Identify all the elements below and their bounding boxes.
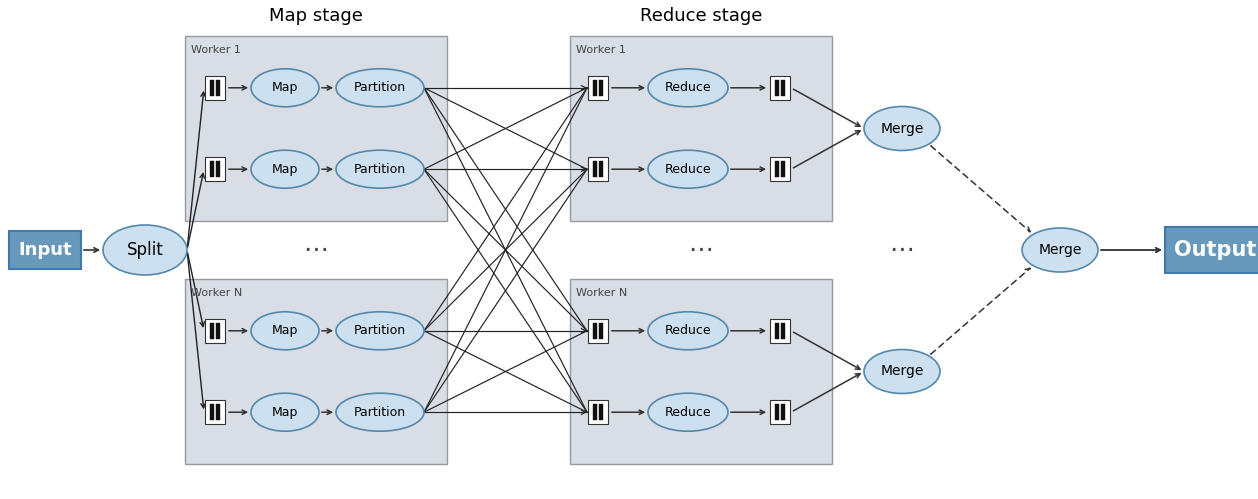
Text: Worker N: Worker N bbox=[576, 288, 628, 298]
Text: Reduce: Reduce bbox=[664, 163, 711, 176]
Ellipse shape bbox=[648, 393, 728, 431]
Ellipse shape bbox=[103, 225, 187, 275]
FancyBboxPatch shape bbox=[570, 279, 832, 464]
FancyBboxPatch shape bbox=[599, 161, 604, 177]
FancyBboxPatch shape bbox=[593, 323, 598, 339]
FancyBboxPatch shape bbox=[205, 157, 225, 181]
Text: Worker 1: Worker 1 bbox=[191, 45, 240, 55]
Text: ⋯: ⋯ bbox=[889, 238, 915, 262]
Ellipse shape bbox=[252, 150, 320, 188]
FancyBboxPatch shape bbox=[1165, 227, 1258, 273]
Text: Reduce: Reduce bbox=[664, 81, 711, 94]
FancyBboxPatch shape bbox=[775, 161, 779, 177]
FancyBboxPatch shape bbox=[216, 161, 220, 177]
Ellipse shape bbox=[336, 150, 424, 188]
FancyBboxPatch shape bbox=[770, 157, 790, 181]
FancyBboxPatch shape bbox=[205, 319, 225, 343]
FancyBboxPatch shape bbox=[570, 36, 832, 221]
FancyBboxPatch shape bbox=[770, 76, 790, 100]
FancyBboxPatch shape bbox=[216, 404, 220, 420]
FancyBboxPatch shape bbox=[587, 157, 608, 181]
FancyBboxPatch shape bbox=[593, 80, 598, 96]
Text: Map stage: Map stage bbox=[269, 7, 364, 25]
Text: ⋯: ⋯ bbox=[688, 238, 713, 262]
Ellipse shape bbox=[648, 150, 728, 188]
Text: Worker N: Worker N bbox=[191, 288, 243, 298]
FancyBboxPatch shape bbox=[781, 80, 785, 96]
FancyBboxPatch shape bbox=[587, 319, 608, 343]
FancyBboxPatch shape bbox=[205, 76, 225, 100]
FancyBboxPatch shape bbox=[205, 400, 225, 424]
Ellipse shape bbox=[336, 69, 424, 107]
Text: Split: Split bbox=[127, 241, 164, 259]
Text: Map: Map bbox=[272, 163, 298, 176]
Text: Merge: Merge bbox=[881, 121, 923, 136]
FancyBboxPatch shape bbox=[781, 161, 785, 177]
FancyBboxPatch shape bbox=[593, 404, 598, 420]
FancyBboxPatch shape bbox=[210, 404, 214, 420]
Text: Partition: Partition bbox=[353, 81, 406, 94]
FancyBboxPatch shape bbox=[9, 231, 81, 269]
Text: Map: Map bbox=[272, 324, 298, 337]
FancyBboxPatch shape bbox=[599, 80, 604, 96]
Text: Partition: Partition bbox=[353, 406, 406, 419]
Text: Merge: Merge bbox=[1038, 243, 1082, 257]
FancyBboxPatch shape bbox=[216, 80, 220, 96]
FancyBboxPatch shape bbox=[599, 323, 604, 339]
Text: Worker 1: Worker 1 bbox=[576, 45, 626, 55]
Text: Map: Map bbox=[272, 406, 298, 419]
FancyBboxPatch shape bbox=[587, 76, 608, 100]
Ellipse shape bbox=[252, 312, 320, 350]
Text: Input: Input bbox=[18, 241, 72, 259]
Text: ⋯: ⋯ bbox=[303, 238, 328, 262]
FancyBboxPatch shape bbox=[210, 323, 214, 339]
FancyBboxPatch shape bbox=[775, 323, 779, 339]
Text: Partition: Partition bbox=[353, 163, 406, 176]
Text: Map: Map bbox=[272, 81, 298, 94]
Ellipse shape bbox=[864, 349, 940, 394]
FancyBboxPatch shape bbox=[210, 80, 214, 96]
Ellipse shape bbox=[252, 393, 320, 431]
FancyBboxPatch shape bbox=[210, 161, 214, 177]
FancyBboxPatch shape bbox=[781, 404, 785, 420]
FancyBboxPatch shape bbox=[216, 323, 220, 339]
FancyBboxPatch shape bbox=[587, 400, 608, 424]
Ellipse shape bbox=[648, 69, 728, 107]
FancyBboxPatch shape bbox=[775, 80, 779, 96]
Ellipse shape bbox=[648, 312, 728, 350]
FancyBboxPatch shape bbox=[593, 161, 598, 177]
Text: Reduce: Reduce bbox=[664, 406, 711, 419]
FancyBboxPatch shape bbox=[775, 404, 779, 420]
FancyBboxPatch shape bbox=[781, 323, 785, 339]
Ellipse shape bbox=[1021, 228, 1098, 272]
FancyBboxPatch shape bbox=[770, 400, 790, 424]
Text: Reduce: Reduce bbox=[664, 324, 711, 337]
Ellipse shape bbox=[336, 393, 424, 431]
FancyBboxPatch shape bbox=[185, 279, 447, 464]
Text: Reduce stage: Reduce stage bbox=[640, 7, 762, 25]
Text: Partition: Partition bbox=[353, 324, 406, 337]
Text: Output: Output bbox=[1174, 240, 1257, 260]
Text: Merge: Merge bbox=[881, 364, 923, 379]
FancyBboxPatch shape bbox=[770, 319, 790, 343]
Ellipse shape bbox=[864, 106, 940, 151]
FancyBboxPatch shape bbox=[599, 404, 604, 420]
FancyBboxPatch shape bbox=[185, 36, 447, 221]
Ellipse shape bbox=[252, 69, 320, 107]
Ellipse shape bbox=[336, 312, 424, 350]
